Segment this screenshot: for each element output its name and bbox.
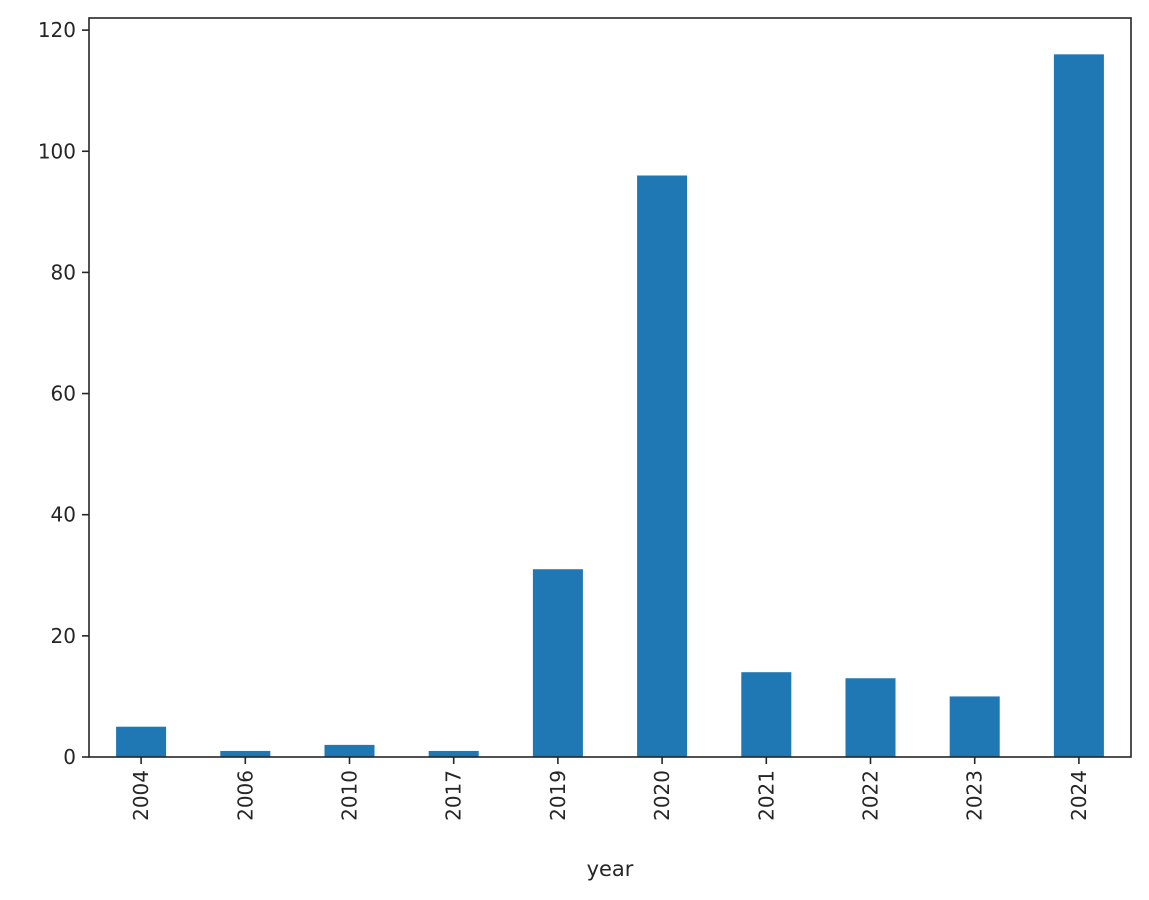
x-tick-label-2023: 2023	[963, 770, 987, 821]
x-tick-label-2022: 2022	[859, 770, 883, 821]
x-tick-label-2006: 2006	[233, 770, 257, 821]
x-tick-label-2024: 2024	[1067, 770, 1091, 821]
x-tick-label-2019: 2019	[546, 770, 570, 821]
x-tick-label-2004: 2004	[129, 770, 153, 821]
x-axis: 2004 2006 2010 2017 2019 2020 2021 2022 2023 2024	[129, 757, 1091, 821]
bar-2022	[845, 678, 896, 757]
bar-2020	[637, 175, 688, 757]
y-tick-label-120: 120	[38, 18, 76, 42]
bar-2019	[532, 569, 583, 757]
y-tick-label-80: 80	[51, 260, 76, 284]
bars-group	[116, 54, 1104, 758]
y-axis: 0 20 40 60 80 100 120	[38, 18, 89, 769]
x-tick-label-2017: 2017	[442, 770, 466, 821]
y-tick-label-0: 0	[63, 745, 76, 769]
y-tick-label-40: 40	[51, 503, 76, 527]
x-axis-label: year	[587, 857, 634, 881]
bar-2004	[116, 726, 167, 757]
bar-2006	[220, 750, 271, 757]
bar-2017	[428, 750, 479, 757]
x-tick-label-2021: 2021	[754, 770, 778, 821]
bar-2010	[324, 744, 375, 757]
bar-2023	[949, 696, 1000, 757]
y-tick-label-100: 100	[38, 139, 76, 163]
plot-frame	[88, 17, 1132, 758]
x-tick-label-2010: 2010	[338, 770, 362, 821]
y-tick-label-60: 60	[51, 382, 76, 406]
x-tick-label-2020: 2020	[650, 770, 674, 821]
bar-2021	[741, 672, 792, 757]
bar-2024	[1053, 54, 1104, 758]
y-tick-label-20: 20	[51, 624, 76, 648]
